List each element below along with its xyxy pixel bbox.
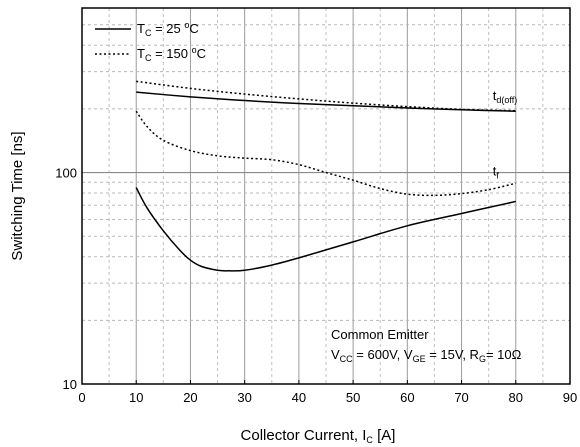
x-tick-label: 90 [563, 390, 577, 405]
curve-label: td(off) [493, 88, 517, 105]
curve-label: tf [493, 163, 500, 180]
series-line-1 [136, 80, 516, 112]
x-axis-label: Collector Current, IC [A] [241, 427, 396, 445]
annotation-line-1: Common Emitter [331, 327, 429, 342]
x-tick-label: 80 [509, 390, 523, 405]
annotation: Common Emitter VCC = 600V, VGE = 15V, RG=… [331, 327, 522, 364]
series-line-3 [135, 110, 516, 197]
series-line-2 [135, 187, 516, 272]
y-tick-label: 100 [55, 166, 77, 181]
legend: TC = 25 oC TC = 150 oC [95, 20, 206, 63]
grid [82, 7, 570, 384]
legend-entry: TC = 25 oC [137, 20, 199, 38]
curve-labels: td(off) tf [493, 88, 517, 180]
x-tick-label: 60 [400, 390, 414, 405]
legend-entry: TC = 150 oC [137, 45, 206, 63]
y-axis-label: Switching Time [ns] [9, 131, 26, 260]
x-tick-label: 30 [237, 390, 251, 405]
x-tick-label: 10 [129, 390, 143, 405]
y-tick-label: 10 [63, 377, 77, 392]
annotation-line-2: VCC = 600V, VGE = 15V, RG= 10Ω [331, 347, 522, 364]
x-tick-label: 20 [183, 390, 197, 405]
plot-frame [81, 7, 571, 385]
x-tick-label: 50 [346, 390, 360, 405]
series-line-0 [136, 91, 516, 112]
series-group [135, 80, 516, 272]
x-tick-label: 70 [454, 390, 468, 405]
x-tick-label: 0 [78, 390, 85, 405]
x-tick-label: 40 [292, 390, 306, 405]
